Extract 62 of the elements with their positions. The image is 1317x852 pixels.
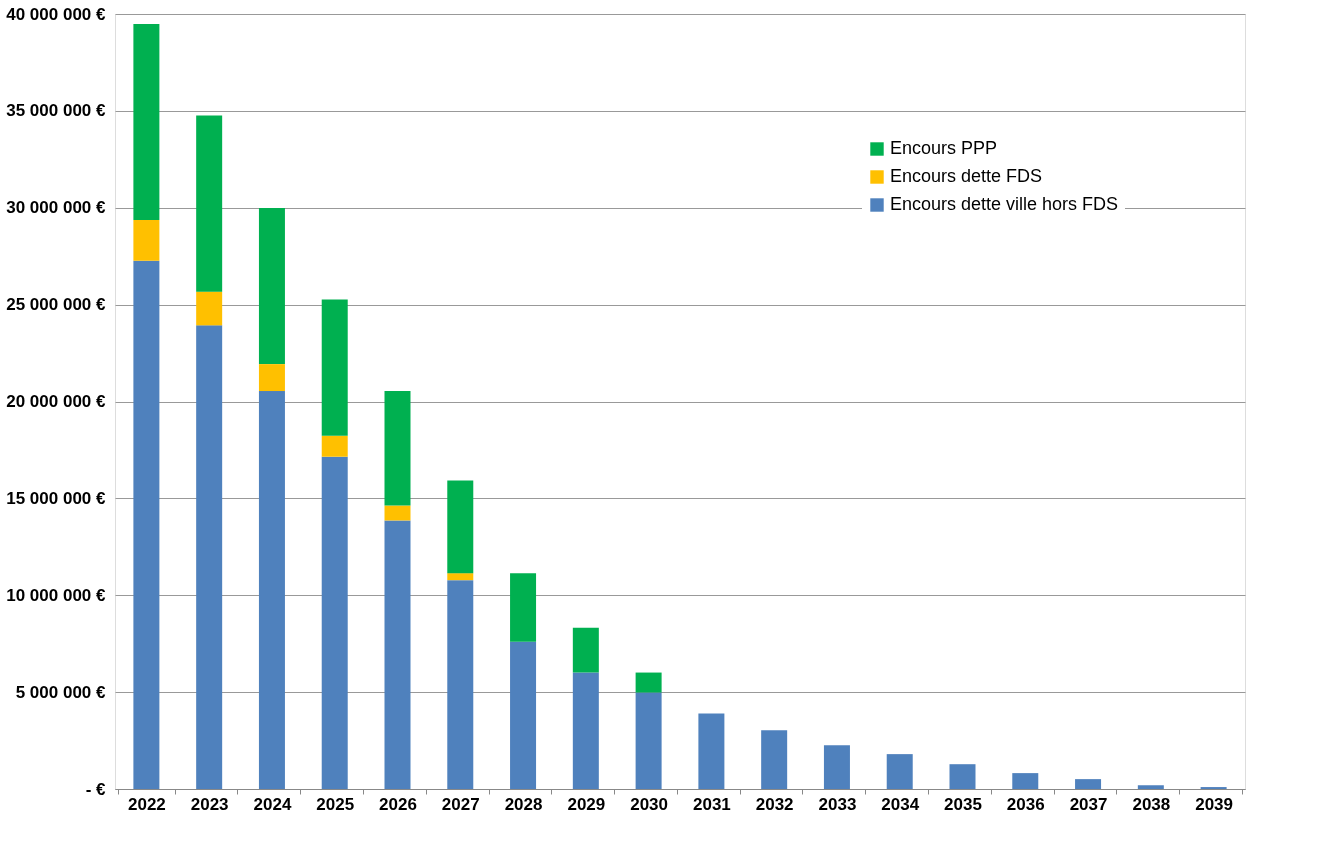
bar [510, 573, 537, 642]
bar [196, 115, 223, 292]
bar [133, 23, 160, 220]
y-tick-label: 5 000 000 € [15, 682, 107, 702]
x-tick-label: 2025 [316, 794, 355, 814]
x-tick-label: 2031 [692, 794, 731, 814]
bar [384, 520, 411, 789]
x-tick-label: 2026 [379, 794, 417, 814]
bar [321, 456, 348, 789]
x-tick-label: 2032 [755, 794, 794, 814]
y-tick-label: - € [85, 779, 107, 799]
x-tick-label: 2035 [944, 794, 982, 814]
bar [1137, 785, 1164, 789]
x-tick-label: 2037 [1069, 794, 1108, 814]
bar [384, 391, 411, 506]
bar [321, 299, 348, 436]
legend-label: Encours dette ville hors FDS [890, 194, 1119, 214]
y-tick-label: 10 000 000 € [6, 585, 107, 605]
x-tick-label: 2024 [253, 794, 292, 814]
bar [572, 627, 599, 673]
x-tick-label: 2028 [504, 794, 543, 814]
x-tick-label: 2030 [630, 794, 669, 814]
bar [258, 364, 285, 392]
bar [321, 435, 348, 457]
bar [949, 764, 976, 789]
bar [196, 291, 223, 326]
bar [761, 730, 788, 789]
bar [384, 505, 411, 521]
y-tick-label: 20 000 000 € [6, 392, 107, 411]
y-tick-label: 15 000 000 € [6, 488, 107, 508]
bar [886, 754, 913, 789]
bar [133, 260, 160, 789]
bar [447, 580, 474, 789]
x-tick-label: 2033 [818, 794, 857, 814]
legend-label: Encours PPP [890, 138, 998, 158]
y-tick-label: 35 000 000 € [6, 101, 107, 121]
legend-label: Encours dette FDS [890, 166, 1043, 186]
x-tick-label: 2039 [1195, 794, 1234, 814]
bar [133, 219, 160, 261]
bar [572, 672, 599, 789]
bar [258, 207, 285, 365]
y-tick-label: 40 000 000 € [6, 4, 107, 24]
bar [447, 573, 474, 581]
x-tick-label: 2027 [441, 794, 480, 814]
x-tick-label: 2038 [1132, 794, 1171, 814]
bar [635, 672, 662, 693]
bar [1012, 773, 1039, 789]
x-tick-label: 2022 [127, 794, 166, 814]
bar [510, 641, 537, 789]
x-tick-label: 2034 [881, 794, 920, 814]
bar [1075, 779, 1102, 789]
bar [447, 480, 474, 574]
y-tick-label: 30 000 000 € [6, 198, 107, 218]
y-tick-label: 25 000 000 € [6, 295, 107, 315]
bar [823, 745, 850, 789]
x-tick-label: 2023 [190, 794, 229, 814]
x-tick-label: 2029 [567, 794, 606, 814]
bar [635, 692, 662, 789]
bar [258, 391, 285, 789]
bar [196, 325, 223, 789]
bar [698, 713, 725, 789]
x-tick-label: 2036 [1006, 794, 1045, 814]
